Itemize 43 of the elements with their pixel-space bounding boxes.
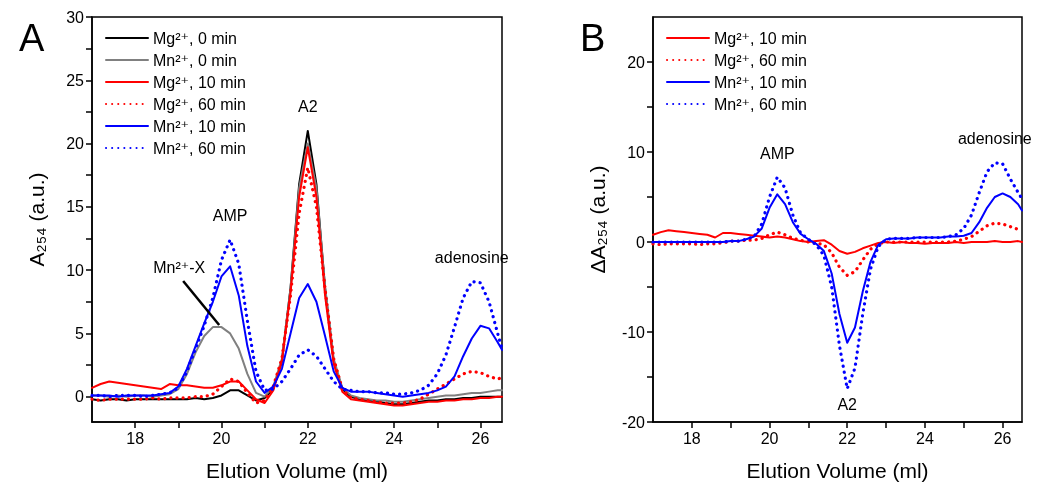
annotation: AMP xyxy=(759,144,795,162)
y-tick-label: 5 xyxy=(75,324,85,342)
annotation: A2 xyxy=(298,98,318,116)
x-tick-label: 22 xyxy=(838,429,857,447)
y-tick-label: 0 xyxy=(75,388,85,406)
annotation: Mn²⁺-X xyxy=(153,258,206,276)
y-tick-label: 20 xyxy=(66,135,85,153)
x-tick-label: 20 xyxy=(212,429,231,447)
chart-title: A xyxy=(19,17,45,59)
x-axis-title: Elution Volume (ml) xyxy=(746,459,929,482)
y-tick-label: -10 xyxy=(621,323,646,341)
x-tick-label: 26 xyxy=(471,429,490,447)
legend-label: Mg²⁺, 60 min xyxy=(153,95,246,113)
legend-label: Mn²⁺, 0 min xyxy=(153,51,238,69)
legend-label: Mg²⁺, 0 min xyxy=(153,29,238,47)
y-tick-label: 20 xyxy=(627,53,646,71)
x-tick-label: 20 xyxy=(760,429,779,447)
y-tick-label: 30 xyxy=(66,8,85,26)
legend-label: Mn²⁺, 10 min xyxy=(153,117,246,135)
legend-label: Mg²⁺, 10 min xyxy=(153,73,246,91)
y-tick-label: -20 xyxy=(621,413,646,431)
x-tick-label: 24 xyxy=(916,429,934,447)
x-tick-label: 26 xyxy=(993,429,1012,447)
y-tick-label: 0 xyxy=(636,233,646,251)
annotation: A2 xyxy=(837,396,858,414)
y-tick-label: 25 xyxy=(66,71,85,89)
legend-label: Mg²⁺, 10 min xyxy=(714,29,807,47)
x-tick-label: 24 xyxy=(385,429,404,447)
legend-label: Mg²⁺, 60 min xyxy=(714,51,807,69)
legend-label: Mn²⁺, 60 min xyxy=(153,139,246,157)
legend-label: Mn²⁺, 10 min xyxy=(714,73,807,91)
x-tick-label: 18 xyxy=(126,429,145,447)
chart-title: B xyxy=(580,17,606,59)
legend-label: Mn²⁺, 60 min xyxy=(714,95,807,113)
x-axis-title: Elution Volume (ml) xyxy=(205,459,389,482)
x-tick-label: 22 xyxy=(298,429,317,447)
y-tick-label: 15 xyxy=(66,198,85,216)
x-tick-label: 18 xyxy=(682,429,701,447)
annotation: AMP xyxy=(212,207,248,225)
y-tick-label: 10 xyxy=(66,261,85,279)
y-tick-label: 10 xyxy=(627,143,646,161)
y-axis-title: ΔA₂₅₄ (a.u.) xyxy=(586,165,609,274)
y-axis-title: A₂₅₄ (a.u.) xyxy=(25,172,48,267)
